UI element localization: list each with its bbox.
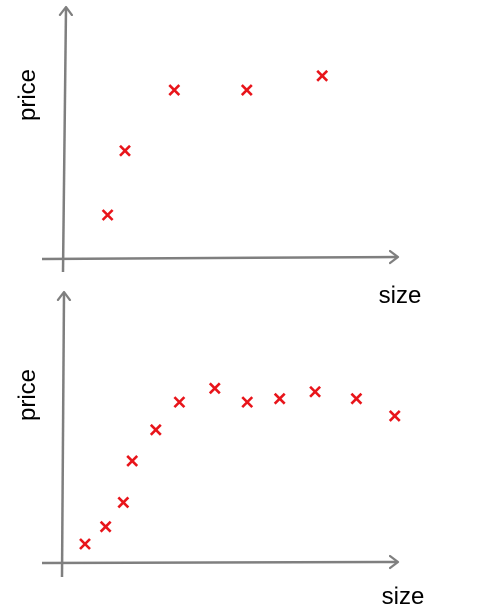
data-point: [208, 382, 221, 395]
data-point: [241, 396, 254, 409]
data-point: [126, 455, 139, 467]
data-point: [350, 392, 363, 405]
y-axis: [62, 293, 64, 578]
data-point: [79, 538, 91, 550]
chart-top: price size: [14, 8, 421, 309]
data-point: [173, 396, 186, 409]
x-axis-label: size: [382, 583, 425, 610]
y-axis-label: price: [14, 69, 41, 121]
y-axis: [63, 8, 66, 273]
data-points: [101, 69, 329, 221]
x-axis: [41, 257, 397, 259]
x-axis-label: size: [379, 282, 422, 309]
data-point: [309, 385, 322, 398]
data-point: [99, 520, 112, 533]
data-point: [316, 69, 329, 82]
data-point: [240, 84, 253, 96]
data-point: [149, 423, 162, 436]
data-point: [273, 392, 286, 405]
data-point: [388, 410, 401, 422]
y-axis-label: price: [14, 369, 41, 421]
data-points: [79, 382, 401, 550]
data-point: [119, 144, 131, 157]
data-point: [117, 496, 130, 509]
chart-bottom: price size: [14, 293, 424, 610]
data-point: [168, 84, 181, 96]
data-point: [101, 209, 114, 221]
x-axis: [41, 562, 397, 563]
